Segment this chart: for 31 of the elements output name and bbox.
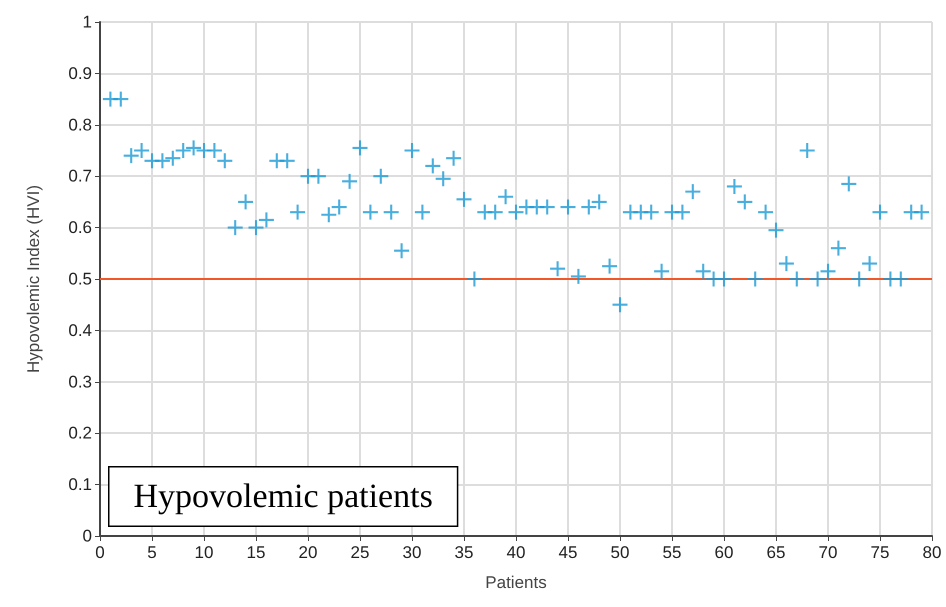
x-tick-label: 40 xyxy=(506,543,526,562)
y-tick-label: 0.8 xyxy=(68,115,92,134)
x-tick-label: 60 xyxy=(714,543,734,562)
x-tick-label: 45 xyxy=(558,543,578,562)
y-tick-label: 0.2 xyxy=(68,424,92,443)
x-tick-label: 10 xyxy=(194,543,214,562)
x-tick-label: 25 xyxy=(350,543,370,562)
y-tick-label: 0.1 xyxy=(68,475,92,494)
x-tick-label: 35 xyxy=(454,543,474,562)
y-tick-label: 0.9 xyxy=(68,64,92,83)
x-tick-label: 30 xyxy=(402,543,422,562)
x-tick-label: 0 xyxy=(95,543,105,562)
x-tick-label: 55 xyxy=(662,543,682,562)
x-tick-label: 80 xyxy=(922,543,942,562)
y-tick-label: 0 xyxy=(82,526,92,546)
x-tick-label: 20 xyxy=(298,543,318,562)
y-axis-title: Hypovolemic Index (HVI) xyxy=(24,184,43,374)
y-tick-label: 0.5 xyxy=(68,270,92,288)
x-tick-label: 75 xyxy=(870,543,890,562)
annotation: Hypovolemic patients xyxy=(134,478,433,515)
y-tick-label: 0.7 xyxy=(68,166,92,186)
x-tick-label: 70 xyxy=(818,543,838,562)
y-tick-label: 1 xyxy=(82,12,92,32)
x-tick-label: 5 xyxy=(147,543,157,562)
y-tick-label: 0.3 xyxy=(68,372,92,392)
x-tick-label: 50 xyxy=(610,543,630,562)
y-tick-label: 0.6 xyxy=(68,218,92,238)
x-tick-label: 15 xyxy=(246,543,266,562)
y-tick-label: 0.4 xyxy=(68,320,92,340)
x-axis-title: Patients xyxy=(485,573,547,592)
x-tick-label: 65 xyxy=(766,543,786,562)
